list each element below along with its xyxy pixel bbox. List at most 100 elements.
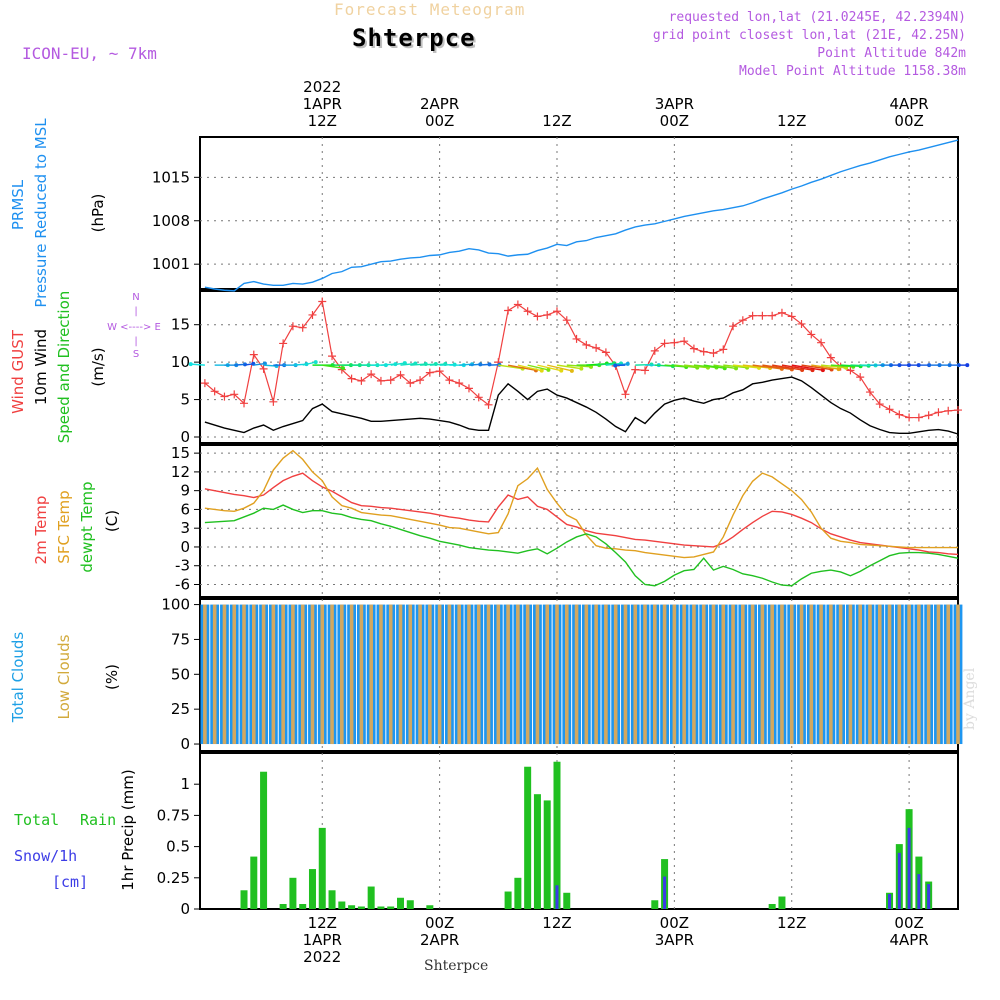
gust-marker bbox=[416, 376, 425, 385]
low-cloud-bar bbox=[731, 604, 735, 745]
gust-marker bbox=[318, 297, 327, 306]
gust-marker bbox=[641, 366, 650, 375]
gust-marker bbox=[464, 384, 473, 393]
rain-bar bbox=[543, 800, 551, 909]
gust-marker bbox=[807, 330, 816, 339]
model-label: ICON-EU, ~ 7km bbox=[22, 44, 157, 63]
gust-marker bbox=[817, 338, 826, 347]
low-cloud-bar bbox=[349, 604, 354, 745]
time-label-bottom: 12Z bbox=[542, 914, 571, 932]
gust-marker bbox=[249, 350, 258, 359]
gust-marker bbox=[846, 366, 855, 375]
time-label-top: 2APR bbox=[420, 95, 459, 113]
pressure-series bbox=[204, 139, 959, 292]
low-cloud-bar bbox=[330, 604, 334, 745]
gust-marker bbox=[523, 307, 532, 316]
rain-bar bbox=[240, 890, 248, 909]
low-cloud-bar bbox=[564, 604, 569, 745]
snow-bar bbox=[927, 884, 931, 909]
snow-bar bbox=[897, 852, 901, 909]
wind-arrow bbox=[596, 362, 615, 366]
rain-bar bbox=[397, 897, 405, 909]
wind-arrow bbox=[400, 362, 416, 366]
rain-bar bbox=[406, 900, 414, 909]
compass-n: N bbox=[132, 292, 139, 303]
low-cloud-bar bbox=[613, 604, 618, 745]
y-tick-label: 1008 bbox=[152, 212, 190, 230]
gust-marker bbox=[748, 311, 757, 320]
y-tick-label: 0.25 bbox=[157, 869, 190, 887]
gust-marker bbox=[220, 392, 229, 401]
low-cloud-bar bbox=[653, 604, 657, 745]
wind-arrow bbox=[752, 364, 782, 370]
low-cloud-bar bbox=[858, 604, 862, 745]
low-cloud-bar bbox=[574, 604, 579, 745]
wind-arrow bbox=[762, 364, 792, 371]
low-cloud-bar bbox=[222, 604, 227, 745]
gust-marker bbox=[562, 316, 571, 325]
gust-marker bbox=[699, 347, 708, 356]
rain-bar bbox=[651, 900, 659, 909]
gust-marker bbox=[386, 376, 395, 385]
rain-bar bbox=[426, 905, 434, 909]
low-cloud-bar bbox=[388, 604, 393, 745]
gust-marker bbox=[484, 400, 493, 409]
wind-arrow bbox=[732, 364, 760, 369]
wind-arrow bbox=[703, 364, 725, 369]
rain-bar bbox=[289, 877, 297, 909]
low-cloud-bar bbox=[300, 604, 305, 745]
gust-marker bbox=[905, 413, 914, 422]
low-cloud-bar bbox=[799, 604, 804, 745]
rain-bar bbox=[387, 906, 395, 909]
temp-label: 2m Temp bbox=[32, 496, 50, 565]
gust-marker bbox=[670, 338, 679, 347]
gust-marker bbox=[944, 406, 953, 415]
pressure-label: Pressure Reduced to MSL bbox=[32, 118, 50, 308]
wind-arrow bbox=[566, 364, 592, 368]
rain-bar bbox=[504, 891, 512, 909]
wind-arrow bbox=[781, 364, 813, 371]
y-tick-label: 0 bbox=[180, 538, 190, 556]
gust-marker bbox=[396, 370, 405, 379]
y-tick-label: 75 bbox=[171, 630, 190, 648]
low-cloud-bar bbox=[476, 604, 481, 745]
gust-marker bbox=[895, 410, 904, 419]
y-tick-label: 50 bbox=[171, 665, 190, 683]
low-cloud-bar bbox=[741, 604, 745, 745]
low-cloud-bar bbox=[907, 604, 911, 745]
wind-arrow bbox=[713, 364, 737, 370]
snow-unit-label: [cm] bbox=[52, 873, 88, 891]
low-cloud-bar bbox=[926, 604, 931, 745]
y-tick-label: 12 bbox=[171, 463, 190, 481]
y-tick-label: 5 bbox=[180, 391, 190, 409]
gust-marker bbox=[592, 343, 601, 352]
time-label-bottom: 2APR bbox=[420, 931, 459, 949]
wind-arrow bbox=[263, 364, 277, 367]
gust-marker bbox=[875, 400, 884, 409]
time-label-bottom: 4APR bbox=[889, 931, 928, 949]
y-tick-label: 1001 bbox=[152, 255, 190, 273]
time-label-bottom: 12Z bbox=[777, 914, 806, 932]
time-label-bottom: 2022 bbox=[303, 948, 341, 966]
low-cloud-bar bbox=[437, 604, 442, 745]
gust-marker bbox=[406, 379, 415, 388]
panel-frame bbox=[199, 444, 959, 598]
low-cloud-bar bbox=[457, 604, 461, 745]
watermark: by Angel bbox=[962, 667, 978, 730]
wind-arrow bbox=[801, 364, 832, 371]
low-cloud-bar bbox=[408, 604, 413, 745]
wind-arrow-head bbox=[341, 366, 346, 371]
wind-arrow bbox=[507, 364, 537, 372]
compass-v1: | bbox=[134, 306, 137, 317]
wind-arrow bbox=[605, 362, 622, 366]
low-cloud-bar bbox=[251, 604, 256, 745]
gust-marker bbox=[719, 345, 728, 354]
wind-series bbox=[204, 376, 959, 435]
gust-marker bbox=[269, 397, 278, 406]
low-cloud-bar bbox=[633, 604, 638, 745]
low-cloud-bar bbox=[555, 604, 559, 745]
low-cloud-bar bbox=[271, 604, 276, 745]
snow-bar bbox=[663, 876, 667, 909]
gust-marker bbox=[768, 311, 777, 320]
